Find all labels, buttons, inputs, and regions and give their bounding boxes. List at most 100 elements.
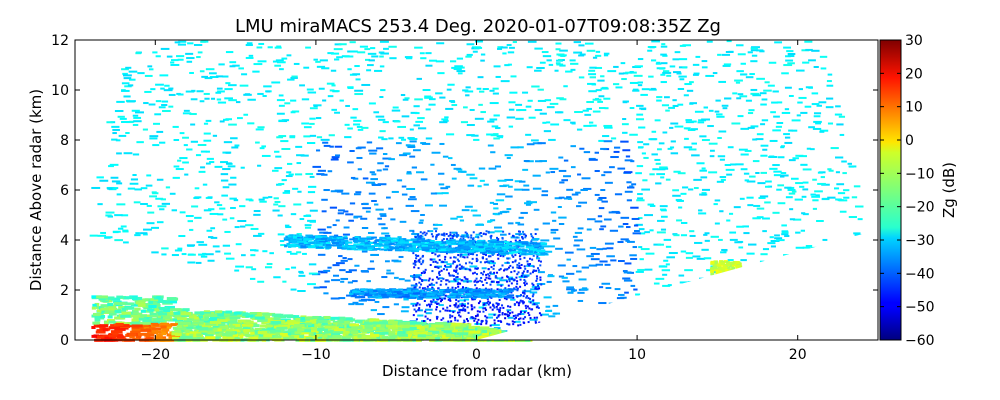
data-cell: [481, 273, 484, 276]
data-cell: [510, 236, 518, 239]
data-cell: [132, 123, 139, 126]
data-cell: [307, 191, 316, 194]
data-cell: [412, 230, 415, 233]
data-cell: [527, 99, 533, 102]
data-cell: [750, 60, 758, 63]
data-cell: [128, 78, 136, 81]
data-cell: [476, 273, 479, 276]
data-cell: [308, 263, 317, 266]
data-cell: [515, 117, 524, 120]
data-cell: [567, 197, 573, 200]
data-cell: [709, 149, 715, 152]
data-cell: [684, 83, 692, 86]
data-cell: [655, 162, 661, 165]
data-cell: [523, 278, 526, 281]
data-cell: [234, 269, 240, 272]
data-cell: [382, 157, 392, 160]
data-cell: [315, 240, 320, 243]
data-cell: [417, 246, 420, 249]
data-cell: [502, 255, 505, 258]
data-cell: [303, 238, 312, 241]
data-cell: [514, 239, 517, 242]
data-cell: [498, 250, 504, 253]
data-cell: [357, 146, 366, 149]
data-cell: [333, 331, 345, 335]
data-cell: [397, 321, 409, 325]
data-cell: [311, 241, 321, 244]
data-cell: [476, 241, 483, 244]
data-cell: [402, 290, 412, 293]
data-cell: [596, 248, 603, 251]
data-cell: [587, 218, 596, 221]
data-cell: [617, 260, 625, 263]
data-cell: [308, 246, 316, 249]
data-cell: [784, 141, 793, 144]
data-cell: [224, 97, 233, 100]
data-cell: [313, 58, 318, 61]
data-cell: [481, 267, 487, 270]
data-cell: [448, 245, 451, 248]
data-cell: [558, 156, 564, 159]
data-cell: [511, 254, 514, 257]
data-cell: [683, 146, 693, 149]
data-cell: [518, 248, 525, 251]
data-cell: [425, 308, 433, 311]
data-cell: [420, 178, 428, 181]
data-cell: [222, 75, 229, 78]
data-cell: [355, 191, 362, 194]
data-cell: [413, 124, 420, 127]
data-cell: [155, 83, 164, 86]
data-cell: [133, 116, 142, 119]
data-cell: [131, 328, 144, 332]
data-cell: [471, 257, 474, 260]
data-cell: [228, 183, 237, 186]
data-cell: [640, 93, 648, 96]
data-cell: [720, 251, 727, 254]
data-cell: [480, 111, 486, 114]
data-cell: [813, 112, 822, 115]
data-cell: [589, 124, 597, 127]
data-cell: [352, 301, 359, 304]
data-cell: [239, 225, 246, 228]
data-cell: [369, 152, 377, 155]
data-cell: [682, 186, 689, 189]
data-cell: [373, 244, 383, 247]
data-cell: [456, 215, 463, 218]
data-cell: [492, 264, 495, 267]
data-cell: [429, 59, 437, 62]
data-cell: [414, 46, 423, 49]
data-cell: [531, 139, 539, 142]
data-cell: [396, 179, 403, 182]
data-cell: [367, 64, 374, 67]
data-cell: [594, 66, 603, 69]
data-cell: [446, 88, 452, 91]
data-cell: [703, 257, 712, 260]
data-cell: [660, 215, 668, 218]
data-cell: [629, 70, 634, 73]
data-cell: [132, 337, 140, 341]
data-cell: [481, 241, 486, 244]
data-cell: [165, 300, 178, 304]
data-cell: [415, 282, 418, 285]
data-cell: [120, 225, 127, 228]
data-cell: [461, 235, 468, 238]
data-cell: [441, 333, 446, 337]
data-cell: [290, 239, 300, 242]
data-cell: [465, 55, 472, 58]
data-cell: [462, 304, 465, 307]
data-cell: [485, 273, 488, 276]
data-cell: [197, 51, 203, 54]
data-cell: [714, 110, 720, 113]
data-cell: [145, 184, 153, 187]
data-cell: [309, 122, 315, 125]
data-cell: [798, 96, 807, 99]
data-cell: [444, 309, 447, 312]
data-cell: [572, 289, 577, 292]
data-cell: [502, 243, 511, 246]
data-cell: [447, 251, 453, 254]
data-cell: [775, 125, 782, 128]
data-cell: [511, 246, 516, 249]
data-cell: [419, 219, 424, 222]
data-cell: [586, 101, 594, 104]
data-cell: [245, 266, 253, 269]
